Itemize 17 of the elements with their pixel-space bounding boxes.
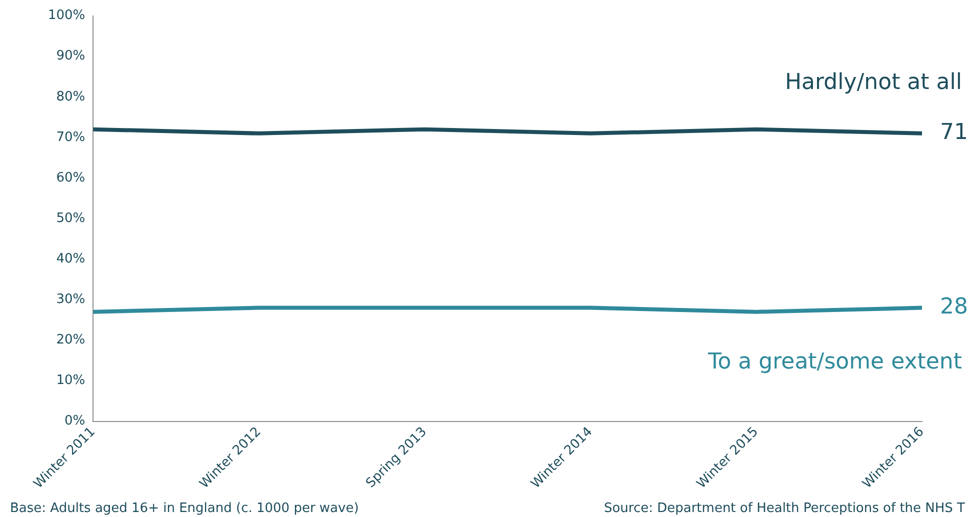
y-tick-label: 20% xyxy=(56,332,86,348)
series-label: To a great/some extent xyxy=(707,350,962,375)
y-tick-label: 50% xyxy=(56,210,86,226)
y-tick-label: 0% xyxy=(64,414,86,429)
text: Base: Adults aged 16+ in England (c. 1000 per wave) xyxy=(10,501,359,516)
y-tick-label: 40% xyxy=(56,252,86,267)
y-tick-label: 100% xyxy=(48,8,86,24)
y-tick-label: 70% xyxy=(56,130,86,145)
y-tick-label: 60% xyxy=(56,170,86,186)
data-label: 28 xyxy=(940,294,968,320)
y-tick-label: 10% xyxy=(56,373,86,388)
y-tick-label: 80% xyxy=(56,89,86,104)
y-tick-label: 90% xyxy=(56,48,86,64)
data-label: 71 xyxy=(940,120,968,146)
y-tick-label: 30% xyxy=(56,292,86,308)
series-label: Hardly/not at all xyxy=(784,70,962,96)
source-note: Source: Department of Health Perceptions of the NHS T xyxy=(604,501,966,516)
